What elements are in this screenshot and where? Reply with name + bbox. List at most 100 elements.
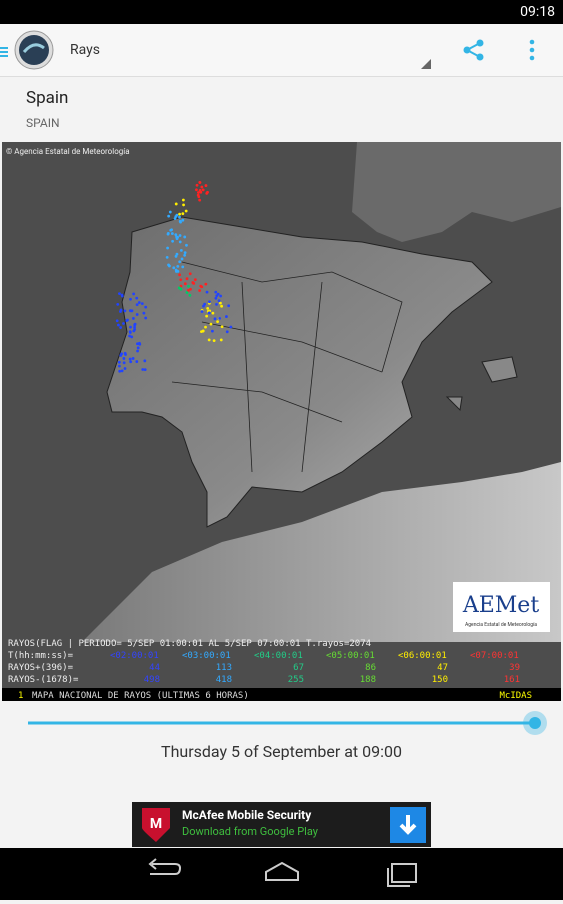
strike (169, 228, 173, 232)
aemet-logo-box (453, 582, 550, 632)
africa (82, 462, 561, 642)
strike (128, 357, 132, 361)
strike (220, 325, 224, 329)
strike (186, 289, 190, 292)
home-button[interactable] (265, 861, 299, 881)
islands (445, 356, 518, 412)
strike (201, 188, 205, 192)
strike (170, 232, 174, 235)
strike (116, 302, 120, 306)
strike (128, 334, 131, 338)
strike (179, 248, 183, 252)
strike (174, 233, 178, 237)
strike (179, 278, 183, 282)
share-button[interactable] (462, 38, 486, 62)
strike (216, 320, 219, 324)
app-icon[interactable] (0, 30, 60, 72)
strike (219, 294, 222, 298)
ad-banner[interactable]: M McAfee Mobile Security Download from G… (132, 802, 431, 847)
strike (205, 290, 209, 294)
strike (115, 319, 119, 323)
strike (205, 314, 209, 318)
strike (133, 325, 136, 329)
strike (185, 277, 189, 281)
strike (143, 359, 147, 363)
strike (130, 335, 134, 339)
strike (123, 309, 127, 313)
legend-neg-label: RAYOS-(1678)= (8, 675, 79, 685)
app-title[interactable]: Rays (70, 42, 100, 58)
legend-pos-label: RAYOS+(396)= (8, 663, 74, 673)
strike (200, 185, 204, 189)
copyright-text: Agencia Estatal de Meteorología (14, 147, 129, 156)
nav-buttons (148, 858, 417, 887)
strike (215, 294, 219, 298)
strike (138, 341, 141, 345)
ad-download[interactable] (390, 807, 426, 843)
strike (143, 368, 147, 371)
strike (204, 184, 208, 187)
strike (178, 260, 182, 264)
ad-subtitle: Download from Google Play (182, 825, 318, 838)
strike (135, 296, 139, 300)
strike (119, 326, 123, 329)
legend-neg: 188 (360, 675, 376, 685)
strike (119, 354, 123, 357)
legend-time: <04:00:01 (254, 651, 303, 661)
strike (140, 302, 144, 306)
legend-pos: 39 (509, 663, 520, 673)
legend-time: <05:00:01 (326, 651, 375, 661)
strike (197, 191, 200, 194)
ad-icon: M (142, 808, 170, 842)
strike (165, 255, 169, 259)
strike (174, 270, 178, 273)
app-bar: Rays (0, 24, 563, 77)
strike (180, 257, 184, 261)
strike (125, 319, 129, 322)
overflow-menu[interactable] (526, 38, 538, 62)
strike (129, 325, 132, 329)
strike (137, 301, 141, 304)
strike (175, 237, 179, 241)
legend-neg: 161 (504, 675, 520, 685)
strike (205, 191, 209, 195)
strike (185, 243, 188, 247)
strike (178, 240, 182, 244)
strike (198, 198, 202, 202)
strike (171, 239, 174, 243)
strike (183, 251, 187, 255)
strike (183, 253, 187, 257)
strike (187, 284, 190, 288)
recents-button[interactable] (387, 863, 417, 887)
legend-header: RAYOS(FLAG | PERIODO= 5/SEP 01:00:01 AL … (8, 639, 371, 649)
strike (213, 317, 217, 321)
strike (207, 311, 211, 315)
strike (132, 317, 135, 320)
aemet-subtitle: Agencia Estatal de Meteorología (465, 622, 537, 628)
status-bar: 09:18 (0, 0, 563, 24)
strike (203, 302, 207, 306)
strike (200, 310, 204, 313)
strike (144, 316, 148, 320)
strike (166, 246, 169, 250)
strike (211, 311, 215, 315)
strike (204, 325, 207, 329)
strike (174, 254, 178, 258)
nav-bar (0, 848, 563, 900)
strike (129, 297, 132, 301)
strike (123, 367, 127, 370)
strike (179, 220, 182, 224)
legend-time: <03:00:01 (182, 651, 231, 661)
strike (178, 215, 181, 219)
strike (204, 282, 208, 286)
back-button[interactable] (148, 858, 182, 875)
strike (178, 286, 182, 290)
time-slider[interactable] (0, 706, 563, 740)
strike (215, 302, 218, 306)
legend-neg: 498 (144, 675, 160, 685)
strike (211, 329, 214, 333)
dropdown-arrow[interactable] (420, 58, 432, 70)
map-footer-bar (2, 688, 561, 701)
strike (208, 300, 211, 304)
strike (141, 368, 145, 371)
